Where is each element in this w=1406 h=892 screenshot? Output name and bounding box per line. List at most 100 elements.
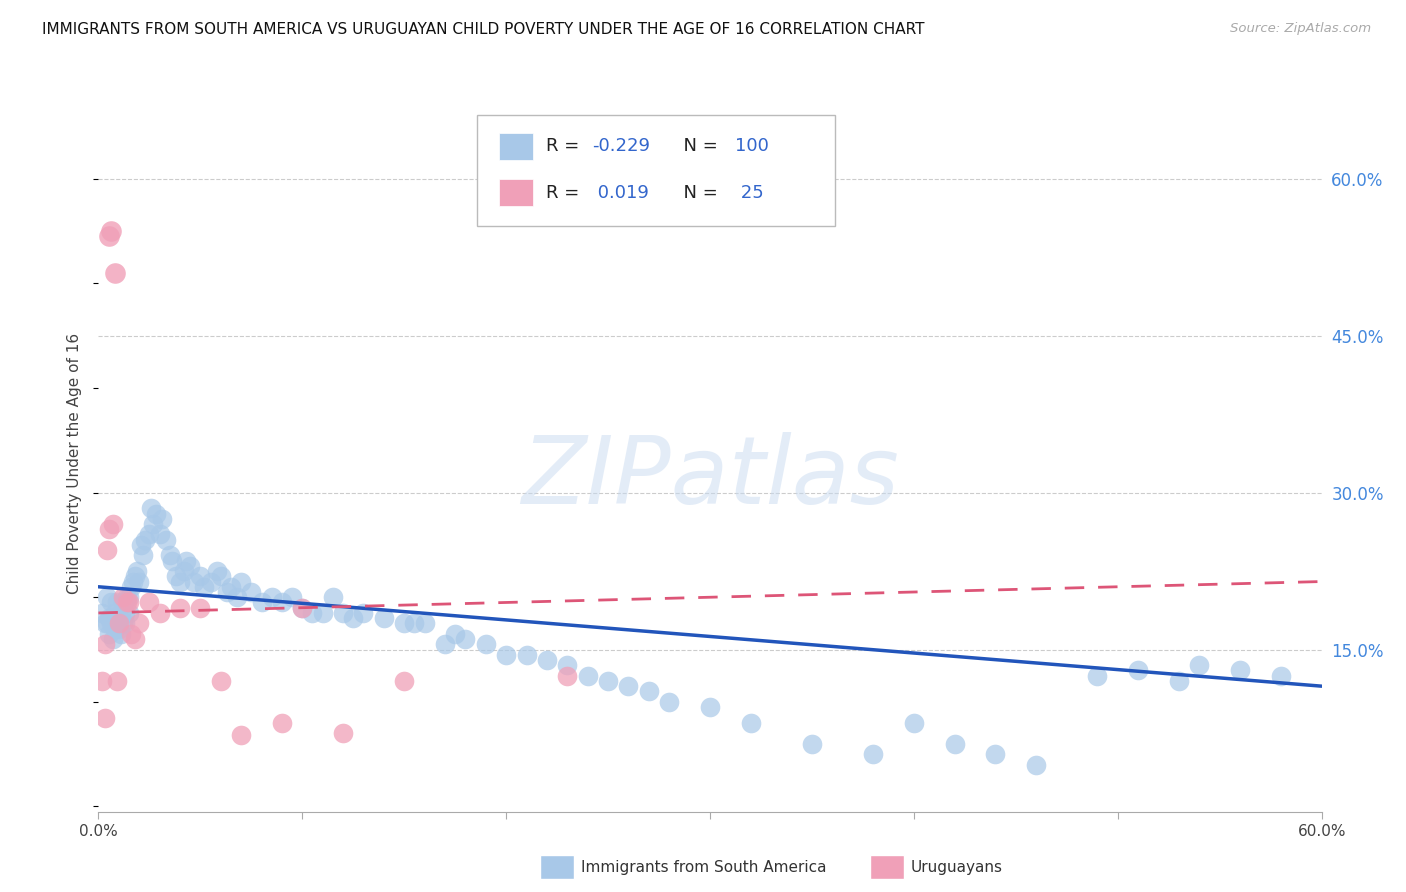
Point xyxy=(1270,669,1292,683)
Point xyxy=(270,715,294,730)
Point xyxy=(104,606,127,620)
Point xyxy=(1167,673,1189,688)
Point xyxy=(118,591,141,605)
Point xyxy=(291,600,314,615)
Point xyxy=(174,553,197,567)
Point xyxy=(903,715,925,730)
Point xyxy=(373,611,395,625)
Point xyxy=(93,710,115,724)
Point xyxy=(444,627,467,641)
Point xyxy=(111,616,134,631)
Point xyxy=(104,622,127,636)
Point xyxy=(101,516,124,531)
Point xyxy=(97,627,120,641)
Point xyxy=(91,606,114,620)
Point xyxy=(392,673,416,688)
Point xyxy=(115,591,138,605)
Text: 25: 25 xyxy=(735,184,763,202)
Point xyxy=(120,580,142,594)
Point xyxy=(516,648,538,662)
Point xyxy=(495,648,517,662)
Point xyxy=(352,606,374,620)
Point xyxy=(301,606,323,620)
Point xyxy=(617,679,640,693)
Point xyxy=(231,728,253,742)
Point xyxy=(332,726,354,740)
Point xyxy=(105,616,128,631)
Point xyxy=(110,606,132,620)
Point xyxy=(183,574,205,589)
Point xyxy=(124,569,146,583)
Point xyxy=(132,549,155,563)
Point xyxy=(322,591,344,605)
Point xyxy=(114,616,136,631)
Point xyxy=(1085,669,1108,683)
Text: 100: 100 xyxy=(735,137,769,155)
Point xyxy=(91,673,114,688)
Point xyxy=(801,737,824,751)
Point xyxy=(100,616,122,631)
Point xyxy=(576,669,599,683)
Point xyxy=(111,591,134,605)
Point xyxy=(1025,757,1047,772)
Point xyxy=(200,574,222,589)
Point xyxy=(118,595,141,609)
Point xyxy=(215,585,238,599)
Point xyxy=(209,569,232,583)
Point xyxy=(134,533,156,547)
Point xyxy=(128,616,150,631)
Point xyxy=(240,585,263,599)
Point xyxy=(127,564,149,578)
Point xyxy=(96,616,118,631)
Point xyxy=(270,595,294,609)
Text: -0.229: -0.229 xyxy=(592,137,650,155)
Point xyxy=(97,522,120,536)
Point xyxy=(138,595,160,609)
Point xyxy=(862,747,884,761)
Point xyxy=(108,622,131,636)
Point xyxy=(104,266,127,280)
Point xyxy=(97,229,120,244)
Point xyxy=(96,591,118,605)
Point xyxy=(150,512,173,526)
Point xyxy=(231,574,253,589)
Point xyxy=(101,611,124,625)
Point xyxy=(108,616,131,631)
Point xyxy=(173,564,195,578)
Point xyxy=(118,606,141,620)
Point xyxy=(124,632,146,646)
Text: IMMIGRANTS FROM SOUTH AMERICA VS URUGUAYAN CHILD POVERTY UNDER THE AGE OF 16 COR: IMMIGRANTS FROM SOUTH AMERICA VS URUGUAY… xyxy=(42,22,925,37)
Point xyxy=(332,606,354,620)
Point xyxy=(100,224,122,238)
Point xyxy=(557,658,579,673)
Point xyxy=(557,669,579,683)
Point xyxy=(129,538,152,552)
Point xyxy=(165,569,187,583)
Point xyxy=(93,616,115,631)
Point xyxy=(110,627,132,641)
Text: R =: R = xyxy=(546,137,585,155)
Point xyxy=(111,595,134,609)
Point xyxy=(93,637,115,651)
Point xyxy=(740,715,762,730)
Y-axis label: Child Poverty Under the Age of 16: Child Poverty Under the Age of 16 xyxy=(67,334,83,594)
Point xyxy=(128,574,150,589)
Point xyxy=(404,616,426,631)
Point xyxy=(149,527,172,541)
Point xyxy=(984,747,1007,761)
Point xyxy=(122,574,145,589)
Point xyxy=(108,611,131,625)
Point xyxy=(169,600,191,615)
Point xyxy=(281,591,304,605)
Point xyxy=(100,595,122,609)
Point xyxy=(209,673,232,688)
Point xyxy=(598,673,620,688)
Point xyxy=(250,595,273,609)
Point xyxy=(658,695,681,709)
Text: ZIPatlas: ZIPatlas xyxy=(522,433,898,524)
Point xyxy=(155,533,177,547)
Point xyxy=(179,558,201,573)
Point xyxy=(474,637,498,651)
Text: Source: ZipAtlas.com: Source: ZipAtlas.com xyxy=(1230,22,1371,36)
Point xyxy=(159,549,181,563)
